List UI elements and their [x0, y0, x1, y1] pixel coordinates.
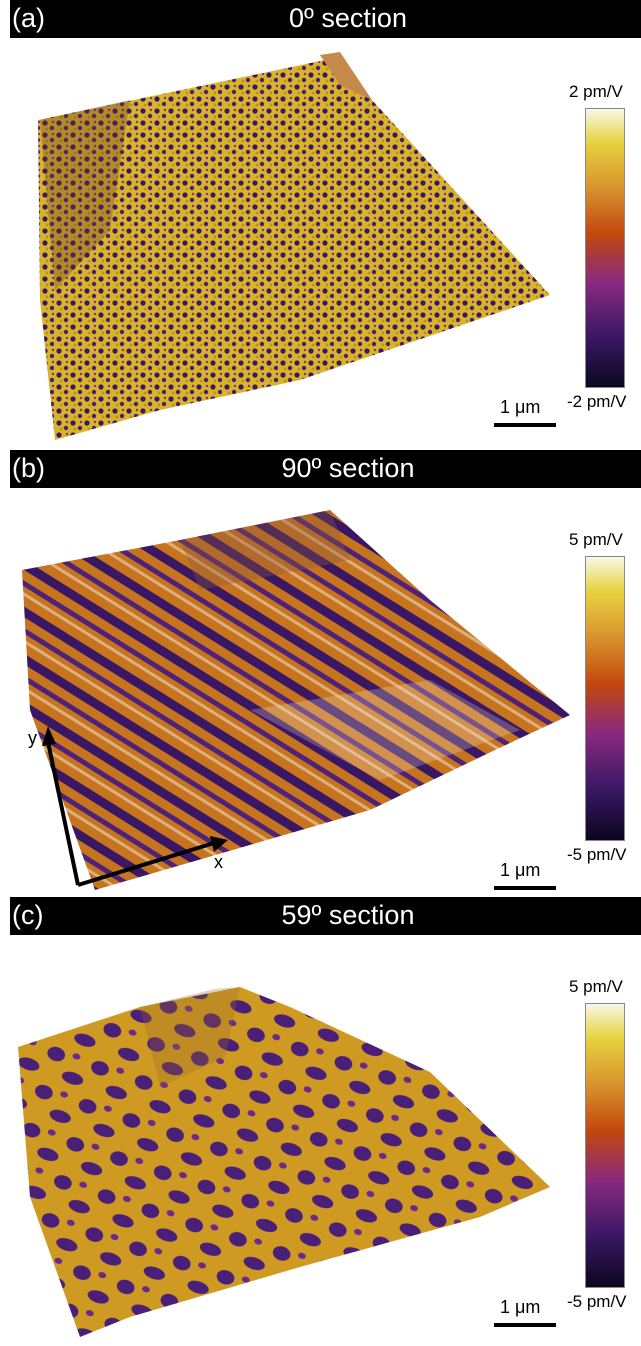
panel-b-scale-bar-label: 1 μm	[500, 860, 541, 880]
panel-c-surface-image	[18, 987, 550, 1337]
panel-c-scale-bar	[494, 1323, 556, 1327]
panel-a-colorbar-min: -2 pm/V	[567, 392, 627, 411]
panel-b-header: (b) 90º section	[10, 450, 641, 488]
panel-c: (c) 59º section 5 pm/V -5 pm/V 1 μm	[0, 897, 641, 1346]
panel-b-colorbar	[585, 556, 625, 841]
panel-c-header: (c) 59º section	[10, 897, 641, 935]
panel-b-label: (b)	[12, 453, 45, 483]
panel-c-scale-bar-label: 1 μm	[500, 1297, 541, 1317]
panel-b-colorbar-min: -5 pm/V	[567, 845, 627, 864]
panel-b-scale-bar	[494, 886, 556, 890]
panel-a: (a) 0º section 2 pm/V -2 pm/V 1 μm	[0, 0, 641, 450]
xy-axes-icon	[42, 726, 228, 887]
panel-b: (b) 90º section y x 5 pm/V -5 pm/V 1 μm	[0, 450, 641, 895]
x-axis-label: x	[214, 852, 223, 872]
y-axis-label: y	[28, 728, 37, 748]
panel-b-surface-image	[22, 510, 570, 890]
panel-a-header: (a) 0º section	[10, 0, 641, 38]
panel-c-title: 59º section	[281, 900, 415, 930]
panel-c-colorbar	[585, 1003, 625, 1288]
panel-c-colorbar-max: 5 pm/V	[569, 977, 623, 996]
panel-a-scale-bar	[494, 423, 556, 427]
panel-a-title: 0º section	[289, 3, 407, 33]
panel-b-colorbar-max: 5 pm/V	[569, 530, 623, 549]
panel-b-title: 90º section	[281, 453, 415, 483]
panel-c-label: (c)	[12, 900, 44, 930]
panel-a-colorbar	[585, 108, 625, 388]
panel-a-scale-bar-label: 1 μm	[500, 397, 541, 417]
panel-a-colorbar-max: 2 pm/V	[569, 82, 623, 101]
panel-a-label: (a)	[12, 3, 45, 33]
panel-a-surface-image	[38, 52, 550, 440]
panel-c-colorbar-min: -5 pm/V	[567, 1292, 627, 1311]
